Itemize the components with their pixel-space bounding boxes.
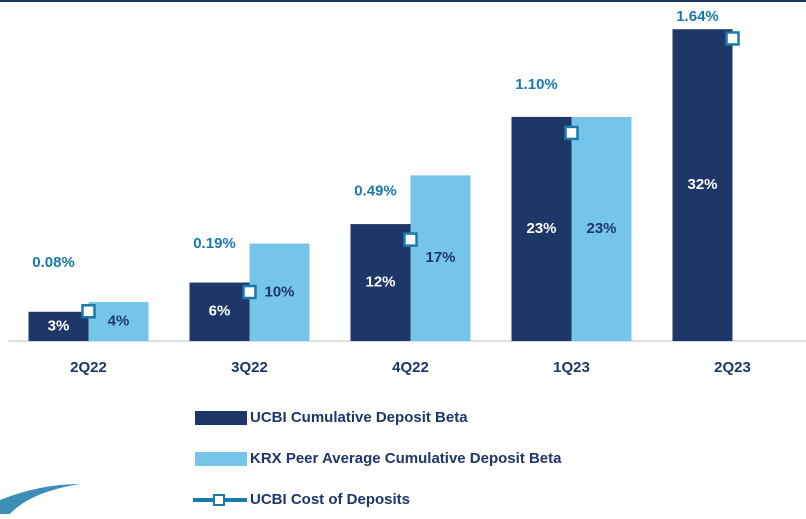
legend-label: KRX Peer Average Cumulative Deposit Beta	[250, 450, 562, 467]
x-tick-label: 2Q22	[70, 359, 107, 376]
line-marker	[403, 232, 418, 247]
legend-label: UCBI Cost of Deposits	[250, 491, 410, 508]
bar	[249, 243, 310, 341]
bar-value-label: 12%	[365, 274, 395, 291]
legend-swatch	[195, 411, 247, 425]
x-tick-label: 1Q23	[553, 359, 590, 376]
line-value-label: 1.64%	[676, 8, 719, 25]
line-marker	[564, 125, 579, 141]
bar-value-label: 10%	[264, 283, 294, 300]
line-value-label: 1.10%	[515, 76, 558, 93]
bar	[672, 29, 733, 341]
line-value-label: 0.08%	[32, 254, 75, 271]
line-marker	[242, 284, 257, 300]
bar	[88, 302, 149, 341]
legend-label: UCBI Cumulative Deposit Beta	[250, 409, 468, 426]
bar-value-label: 23%	[586, 220, 616, 237]
line-value-label: 0.19%	[193, 235, 236, 252]
bar	[410, 175, 471, 341]
top-border	[0, 0, 806, 2]
line-marker	[81, 304, 96, 319]
legend-marker	[213, 494, 225, 506]
decor-swoosh	[0, 484, 80, 514]
bar	[189, 282, 250, 341]
bar-value-label: 32%	[687, 176, 717, 193]
bar-value-label: 3%	[48, 317, 70, 334]
x-tick-label: 3Q22	[231, 359, 268, 376]
bar-value-label: 17%	[425, 249, 455, 266]
legend-swatch	[195, 452, 247, 466]
bar-value-label: 23%	[526, 220, 556, 237]
line-value-label: 0.49%	[354, 183, 397, 200]
bar	[571, 116, 632, 342]
bar	[28, 311, 89, 341]
bar	[511, 116, 572, 342]
bar-value-label: 6%	[209, 303, 231, 320]
line-marker	[725, 31, 740, 46]
x-tick-label: 2Q23	[714, 359, 751, 376]
bar-value-label: 4%	[108, 312, 130, 329]
bar	[350, 224, 411, 341]
x-tick-label: 4Q22	[392, 359, 429, 376]
